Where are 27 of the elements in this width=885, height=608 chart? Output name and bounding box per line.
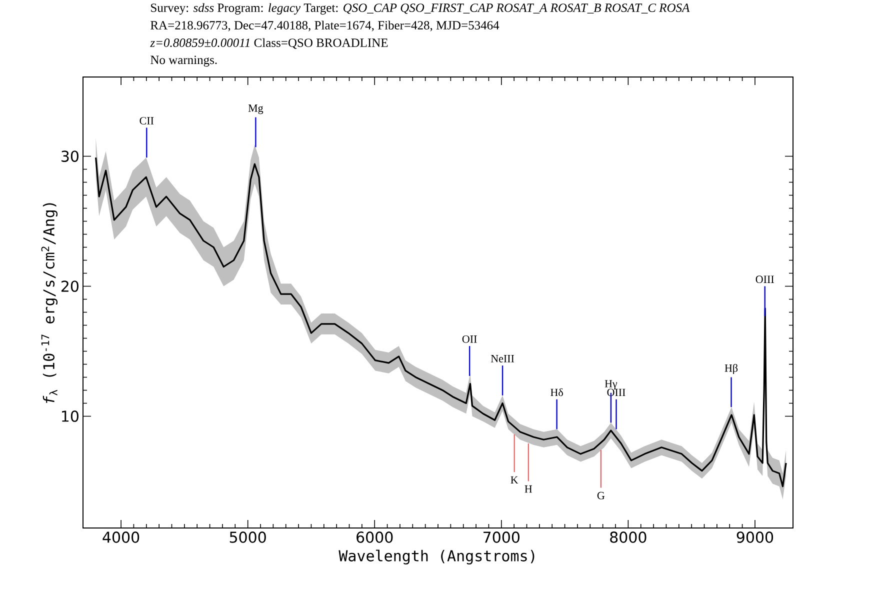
y-tick-label: 20 [61, 280, 78, 292]
y-tick-label: 30 [62, 150, 78, 162]
x-tick-label: 6000 [356, 532, 393, 543]
x-tick-label: 9000 [736, 532, 774, 543]
annotation: OII [462, 335, 477, 343]
annotation: Hγ [604, 380, 618, 390]
text: No warnings. [150, 56, 217, 67]
x-axis-title: Wavelength (Angstroms) [338, 550, 534, 564]
x-tick-label: 5000 [230, 532, 266, 543]
annotation: K [510, 476, 518, 484]
annotation: NeIII [490, 355, 514, 362]
annotation: Mg [248, 104, 264, 114]
annotation: Hβ [724, 364, 738, 374]
annotation: G [597, 492, 605, 500]
chart-subtitle: RA=218.96773, Dec=47.40188, Plate=1674, Fiber=428, MJD=53464 [150, 20, 500, 32]
annotation: OIII [756, 276, 774, 284]
text: z=0.80859±0.00011 Class=QSO BROADLINE [150, 38, 388, 49]
annotation: CII [140, 117, 154, 124]
x-tick-label: 4000 [102, 532, 140, 543]
annotation: H [524, 485, 532, 493]
annotation: OIII [607, 388, 626, 396]
y-tick-label: 10 [62, 410, 78, 422]
text: f$_{λ}$ (10$^{-17}$ erg/s/cm$^{2}$/Ang) [41, 203, 58, 403]
chart-title: Survey: sdss Program: legacy Target: QSO_CAP QSO_FIRST_CAP ROSAT_A ROSAT_B ROSAT_C ROSA [151, 3, 690, 15]
x-tick-label: 7000 [484, 532, 520, 543]
x-tick-label: 8000 [610, 532, 646, 543]
annotation: Hδ [550, 388, 563, 396]
